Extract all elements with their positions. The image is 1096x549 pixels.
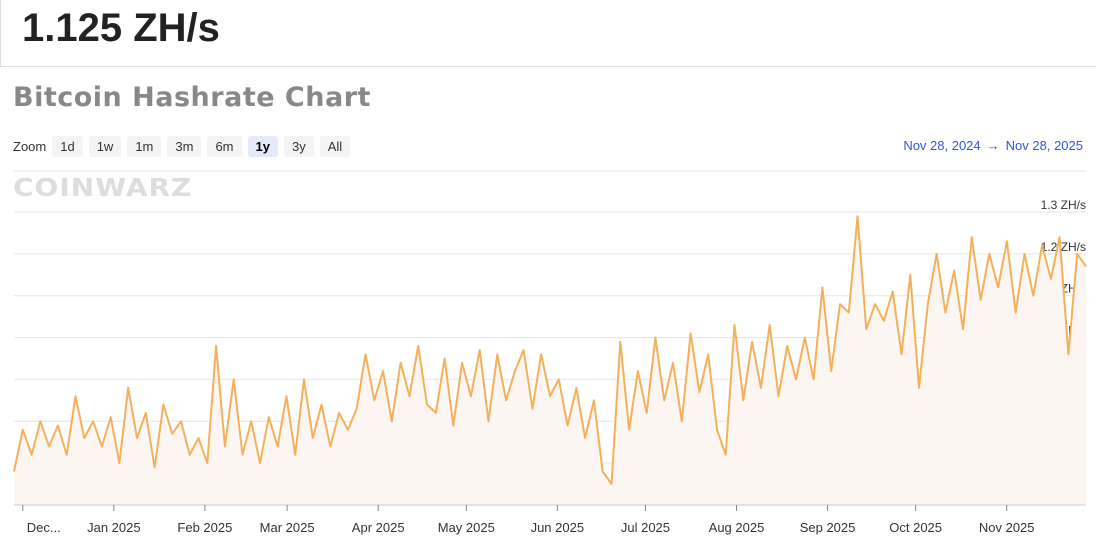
x-tick-label: Aug 2025 — [709, 520, 765, 535]
zoom-button-3m[interactable]: 3m — [167, 136, 202, 157]
zoom-controls: Zoom 1d 1w 1m 3m 6m 1y 3y All — [13, 136, 351, 157]
zoom-button-3y[interactable]: 3y — [283, 136, 314, 157]
y-tick-label: 1.2 ZH/s — [1041, 240, 1086, 254]
x-tick-label: Jan 2025 — [87, 520, 141, 535]
current-hashrate: 1.125 ZH/s — [22, 6, 220, 50]
x-tick-label: Jul 2025 — [621, 520, 670, 535]
x-tick-label: Dec... — [27, 520, 61, 535]
x-tick-label: Apr 2025 — [352, 520, 405, 535]
x-tick-label: Feb 2025 — [177, 520, 232, 535]
hashrate-line — [13, 215, 1087, 486]
zoom-button-6m[interactable]: 6m — [207, 136, 242, 157]
zoom-label: Zoom — [13, 139, 47, 154]
x-tick-label: Mar 2025 — [260, 520, 315, 535]
coinwarz-logo: COINWARZ — [13, 172, 193, 203]
x-tick-label: Oct 2025 — [889, 520, 942, 535]
x-tick-label: Jun 2025 — [531, 520, 585, 535]
zoom-button-1w[interactable]: 1w — [88, 136, 122, 157]
zoom-button-1y[interactable]: 1y — [247, 136, 278, 157]
zoom-button-all[interactable]: All — [319, 136, 351, 157]
area-fill — [14, 216, 1086, 505]
range-from[interactable]: Nov 28, 2024 — [903, 138, 981, 153]
y-tick-label: 1.3 ZH/s — [1041, 198, 1086, 212]
range-to[interactable]: Nov 28, 2025 — [1005, 138, 1083, 153]
chart-title: Bitcoin Hashrate Chart — [13, 82, 371, 113]
zoom-button-1m[interactable]: 1m — [127, 136, 162, 157]
arrow-right-icon: → — [986, 138, 1000, 153]
date-range[interactable]: Nov 28, 2024 → Nov 28, 2025 — [903, 138, 1083, 153]
x-tick-label: Sep 2025 — [800, 520, 856, 535]
x-tick-label: Nov 2025 — [979, 520, 1035, 535]
x-tick-label: May 2025 — [438, 520, 495, 535]
zoom-button-1d[interactable]: 1d — [52, 136, 83, 157]
header-bar — [0, 0, 1096, 67]
